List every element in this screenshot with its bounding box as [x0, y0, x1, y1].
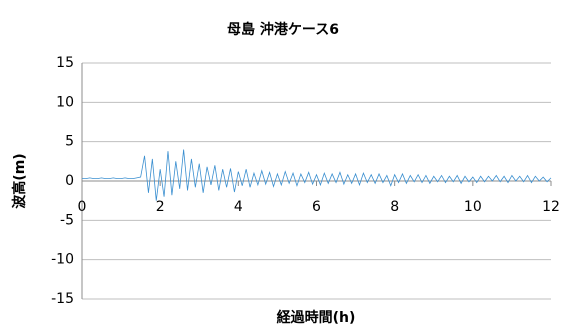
data-line	[82, 149, 552, 201]
x-tick-label: 6	[312, 199, 321, 215]
x-axis-title: 経過時間(h)	[277, 309, 356, 326]
x-tick-label: 0	[78, 199, 87, 215]
y-tick-label: -10	[51, 252, 74, 268]
x-tick-label: 4	[234, 199, 243, 215]
y-tick-label: 0	[65, 173, 74, 189]
y-tick-label: 15	[56, 55, 74, 71]
y-tick-label: -5	[60, 212, 74, 228]
x-tick-label: 2	[156, 199, 165, 215]
y-tick-label: -15	[51, 291, 74, 307]
x-tick-label: 10	[464, 199, 482, 215]
y-axis-title: 波高(m)	[11, 153, 28, 208]
y-tick-label: 10	[56, 94, 74, 110]
x-tick-label: 12	[542, 199, 560, 215]
chart-title: 母島 沖港ケース6	[227, 21, 339, 38]
y-tick-label: 5	[65, 134, 74, 150]
x-tick-label: 8	[390, 199, 399, 215]
